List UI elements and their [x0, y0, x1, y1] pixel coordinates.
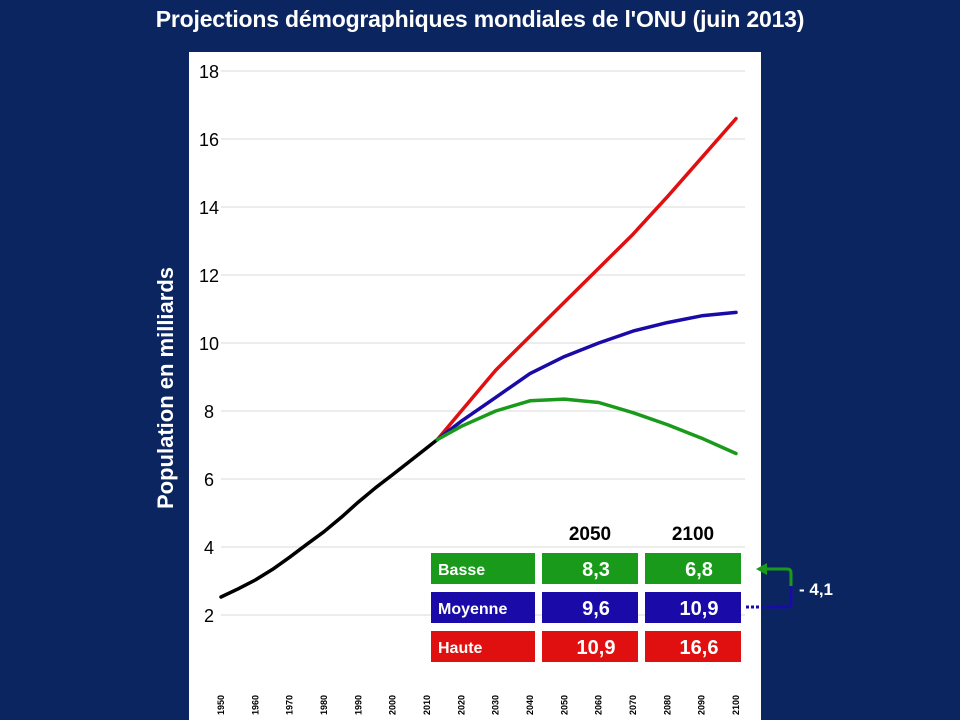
series-line-basse	[435, 397, 738, 456]
x-tick-label: 2050	[559, 695, 569, 715]
chart-plot: 2 4 6 8 10 12 14 16 18 1950 1960 1970 1980 1990 2000 20…	[199, 62, 745, 715]
table-value-box	[542, 631, 638, 662]
x-tick-label: 1980	[319, 695, 329, 715]
table-value-box	[645, 631, 741, 662]
y-tick-label: 6	[204, 470, 214, 490]
table-value: 9,6	[582, 598, 610, 620]
x-tick-label: 2010	[422, 695, 432, 715]
y-tick-label: 4	[204, 538, 214, 558]
x-tick-label: 2020	[456, 695, 466, 715]
bracket-upper	[766, 567, 793, 586]
table-value-box	[542, 553, 638, 584]
table-value: 10,9	[577, 637, 616, 659]
table-value: 10,9	[680, 598, 719, 620]
table-row-label: Basse	[438, 562, 485, 579]
x-tick-label: 2030	[491, 695, 501, 715]
series-line-historical	[219, 437, 440, 599]
series-line-moyenne	[435, 310, 738, 442]
table-label-box	[431, 553, 535, 584]
x-tick-label: 2080	[662, 695, 672, 715]
chart-title: Projections démographiques mondiales de …	[155, 6, 805, 32]
x-tick-label: 2070	[628, 695, 638, 715]
table-value-box	[645, 592, 741, 623]
y-axis-label: Population en milliards	[153, 266, 178, 510]
y-tick-label: 14	[199, 198, 219, 218]
chart-panel: 2 4 6 8 10 12 14 16 18 1950 1960 1970 1980 1990 2000 20…	[189, 52, 761, 720]
table-value-box	[542, 592, 638, 623]
table-value-box	[645, 553, 741, 584]
y-tick-label: 8	[204, 402, 214, 422]
x-tick-label: 1960	[250, 695, 260, 715]
x-tick-label: 1950	[216, 695, 226, 715]
y-tick-label: 2	[204, 606, 214, 626]
x-tick-label: 1990	[353, 695, 363, 715]
table-value: 8,3	[582, 559, 610, 581]
x-tick-label: 2060	[594, 695, 604, 715]
x-tick-label: 1970	[285, 695, 295, 715]
table-value: 16,6	[680, 637, 719, 659]
table-row-label: Haute	[438, 640, 483, 657]
y-tick-label: 16	[199, 130, 219, 150]
table-value: 6,8	[685, 559, 713, 581]
y-tick-label: 12	[199, 266, 219, 286]
bracket-lower	[770, 586, 793, 609]
series-line-haute	[435, 116, 738, 442]
table-year-header: 2050	[569, 524, 611, 545]
difference-annotation: - 4,1	[799, 580, 834, 599]
table-label-box	[431, 592, 535, 623]
x-tick-label: 2100	[731, 695, 741, 715]
table-label-box	[431, 631, 535, 662]
y-tick-label: 10	[199, 334, 219, 354]
x-tick-label: 2040	[525, 695, 535, 715]
x-tick-label: 2090	[697, 695, 707, 715]
y-tick-label: 18	[199, 62, 219, 82]
table-row-label: Moyenne	[438, 601, 507, 618]
table-year-header: 2100	[672, 524, 714, 545]
x-tick-label: 2000	[388, 695, 398, 715]
